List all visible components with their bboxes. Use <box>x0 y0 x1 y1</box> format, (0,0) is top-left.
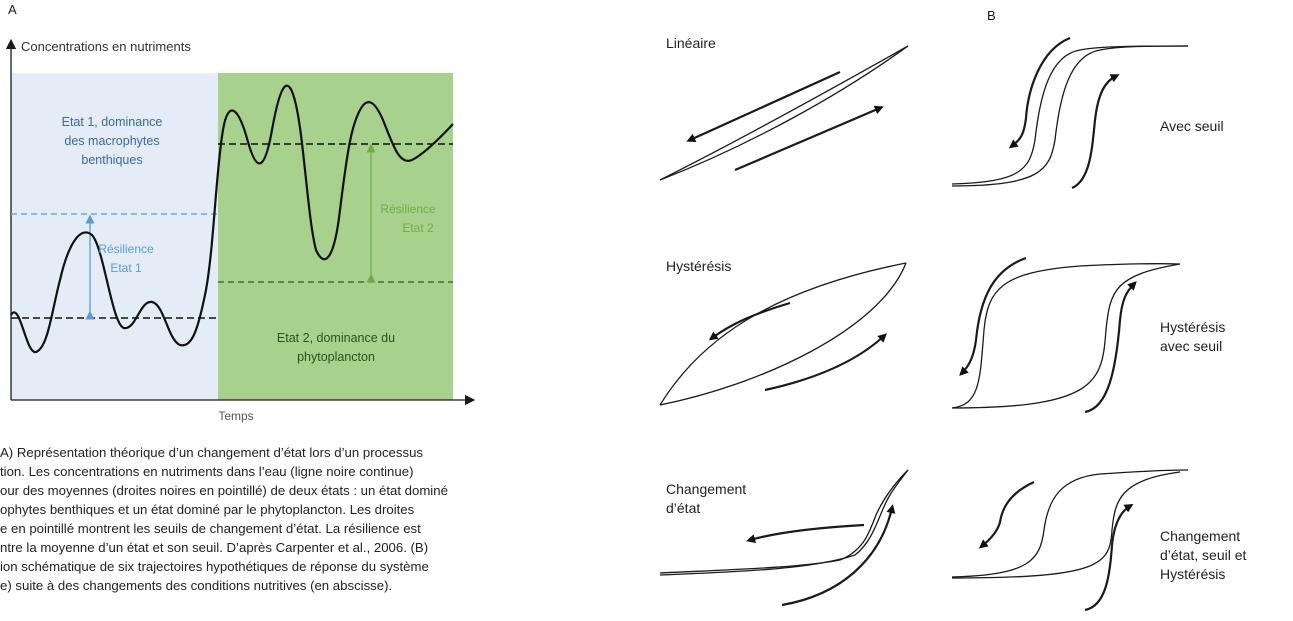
svg-text:Résilience: Résilience <box>98 242 154 256</box>
state2-label: Etat 2, dominance du phytoplancton <box>277 331 395 364</box>
svg-text:Etat 2: Etat 2 <box>402 221 434 235</box>
panel-b-letter: B <box>987 8 996 23</box>
caption-line: our des moyennes (droites noires en poin… <box>0 483 448 498</box>
caption-line: ntre la moyenne d’un état et son seuil. … <box>0 540 429 555</box>
label-line: Changement <box>1160 528 1241 544</box>
svg-text:Etat 1, dominance: Etat 1, dominance <box>62 115 163 129</box>
label-hysteresis-seuil: Hystérésis avec seuil <box>1160 318 1225 356</box>
caption-line: ophytes benthiques et un état dominé par… <box>0 502 415 517</box>
svg-text:Etat 1: Etat 1 <box>110 261 142 275</box>
figure-caption: A) Représentation théorique d’un changem… <box>0 443 618 595</box>
caption-line: e en pointillé montrent les seuils de ch… <box>0 521 421 536</box>
trajectory-hysteresis-threshold <box>951 256 1181 414</box>
label-lineaire: Linéaire <box>666 35 716 51</box>
trajectory-linear <box>659 45 909 181</box>
label-changement-seuil: Changement d’état, seuil et Hystérésis <box>1160 527 1246 584</box>
svg-text:Résilience: Résilience <box>380 202 436 216</box>
label-line: d’état <box>666 500 701 516</box>
caption-line: tion. Les concentrations en nutriments d… <box>0 464 414 479</box>
x-axis-label: Temps <box>218 409 253 423</box>
trajectory-state-change <box>659 469 909 607</box>
label-line: Changement <box>666 481 747 497</box>
caption-line: ion schématique de six trajectoires hypo… <box>0 559 429 574</box>
label-changement: Changement d’état <box>666 480 746 518</box>
caption-line: A) Représentation théorique d’un changem… <box>0 445 423 460</box>
label-line: avec seuil <box>1160 338 1223 354</box>
trajectory-state-change-threshold-hysteresis <box>951 469 1189 612</box>
caption-line: e) suite à des changements des condition… <box>0 578 393 593</box>
label-line: Hystérésis <box>1160 566 1226 582</box>
svg-text:benthiques: benthiques <box>81 153 142 167</box>
svg-text:Etat 2, dominance du: Etat 2, dominance du <box>277 331 395 345</box>
label-line: d’état, seuil et <box>1160 547 1247 563</box>
label-line: Hystérésis <box>1160 319 1226 335</box>
label-hysteresis: Hystérésis <box>666 258 732 274</box>
panel-a-letter: A <box>8 2 17 17</box>
panel-a-diagram: Concentrations en nutriments Temps Etat … <box>5 38 476 423</box>
trajectory-hysteresis <box>659 262 907 406</box>
resilience2-label: Résilience Etat 2 <box>380 202 436 235</box>
resilience1-label: Résilience Etat 1 <box>98 242 154 275</box>
state1-label: Etat 1, dominance des macrophytes benthi… <box>62 115 163 167</box>
label-avec-seuil: Avec seuil <box>1160 118 1224 134</box>
panel-b-diagrams <box>659 36 1189 612</box>
svg-text:phytoplancton: phytoplancton <box>297 350 375 364</box>
nutrient-curve <box>10 84 454 354</box>
svg-text:des macrophytes: des macrophytes <box>64 134 159 148</box>
y-axis-label: Concentrations en nutriments <box>21 39 191 54</box>
trajectory-threshold <box>951 36 1189 190</box>
